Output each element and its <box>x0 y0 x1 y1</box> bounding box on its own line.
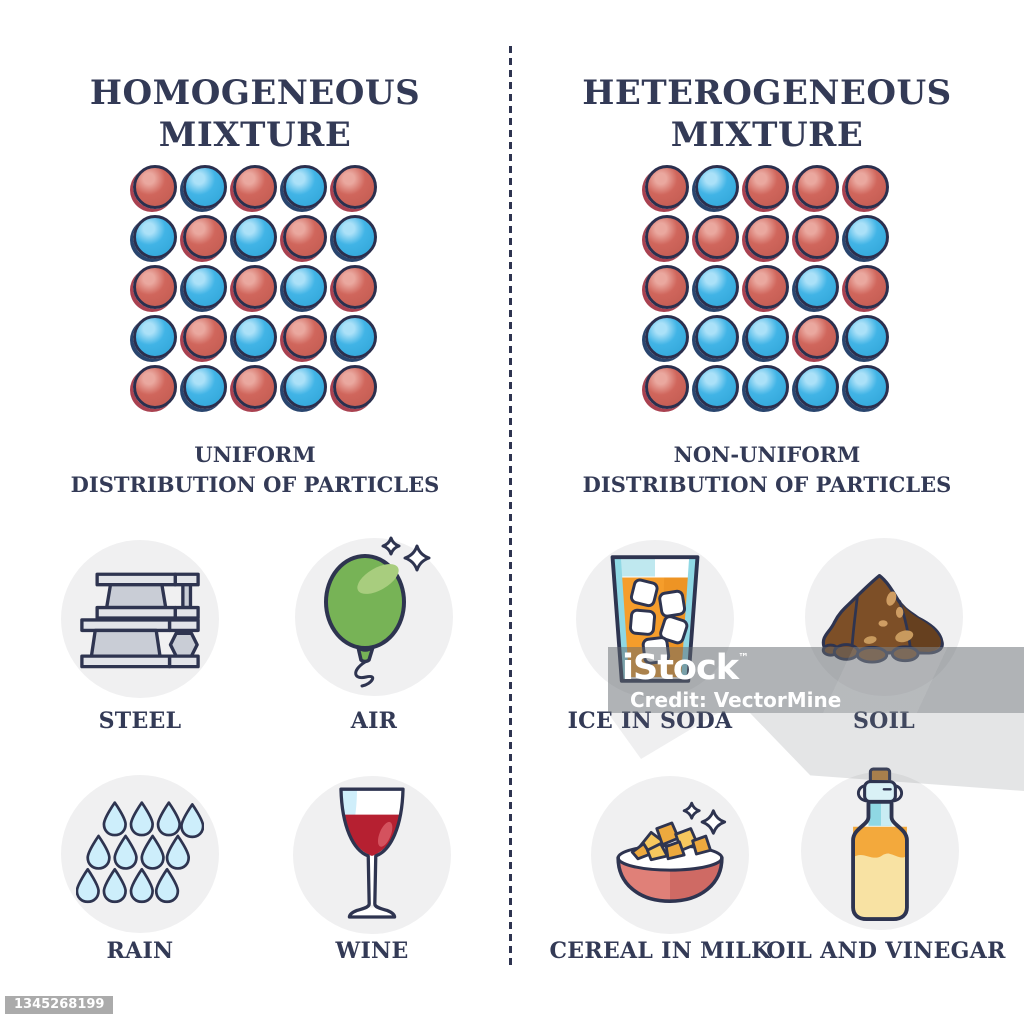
red-particle <box>283 315 327 359</box>
label-rain: RAIN <box>106 938 174 964</box>
balloon-icon <box>324 536 431 688</box>
blue-particle <box>283 365 327 409</box>
blue-particle <box>845 365 889 409</box>
example-circle-air <box>295 536 453 696</box>
label-wine: WINE <box>335 938 409 964</box>
label-air: AIR <box>350 708 398 734</box>
red-particle <box>745 165 789 209</box>
red-particle <box>183 315 227 359</box>
trademark-symbol: ™ <box>738 651 750 664</box>
oil-and-vinegar-bottle-icon <box>851 767 909 921</box>
example-circle-rain <box>61 775 219 933</box>
blue-particle <box>183 265 227 309</box>
blue-particle <box>183 165 227 209</box>
red-particle <box>795 315 839 359</box>
example-circle-oil-vinegar <box>801 767 959 930</box>
red-particle <box>745 265 789 309</box>
particle-grid-homogeneous <box>130 162 380 412</box>
red-particle <box>233 265 277 309</box>
red-particle <box>845 165 889 209</box>
heterogeneous-title: HETEROGENEOUS MIXTURE <box>582 72 952 155</box>
blue-particle <box>695 165 739 209</box>
blue-particle <box>795 265 839 309</box>
watermark-credit: Credit: VectorMine <box>630 688 842 712</box>
blue-particle <box>233 215 277 259</box>
particle-grid-heterogeneous <box>642 162 892 412</box>
label-cereal-in-milk: CEREAL IN MILK <box>549 938 771 964</box>
example-circle-steel <box>61 540 219 698</box>
red-particle <box>333 165 377 209</box>
blue-particle <box>333 315 377 359</box>
red-particle <box>133 265 177 309</box>
istock-watermark: iStock™ Credit: VectorMine <box>608 647 1024 713</box>
red-particle <box>233 365 277 409</box>
red-particle <box>333 265 377 309</box>
red-particle <box>333 365 377 409</box>
red-particle <box>233 165 277 209</box>
example-circle-cereal <box>591 776 749 934</box>
istock-logo: iStock™ <box>622 648 749 688</box>
blue-particle <box>233 315 277 359</box>
non-uniform-caption: NON-UNIFORM DISTRIBUTION OF PARTICLES <box>582 442 952 498</box>
uniform-caption: UNIFORM DISTRIBUTION OF PARTICLES <box>70 442 440 498</box>
red-particle <box>845 265 889 309</box>
istock-logo-text: iStock <box>622 648 739 688</box>
watermark-shard <box>750 713 1024 791</box>
red-particle <box>133 365 177 409</box>
red-particle <box>283 215 327 259</box>
example-circle-wine <box>293 776 451 934</box>
red-particle <box>795 215 839 259</box>
red-particle <box>645 215 689 259</box>
label-oil-and-vinegar: OIL AND VINEGAR <box>766 938 1006 964</box>
blue-particle <box>845 315 889 359</box>
blue-particle <box>745 365 789 409</box>
blue-particle <box>133 315 177 359</box>
red-particle <box>745 215 789 259</box>
blue-particle <box>183 365 227 409</box>
red-particle <box>183 215 227 259</box>
steel-beams-icon <box>80 572 200 669</box>
blue-particle <box>795 365 839 409</box>
raindrops-icon <box>76 801 204 904</box>
red-particle <box>645 365 689 409</box>
red-particle <box>795 165 839 209</box>
watermark-shard <box>608 713 718 759</box>
homogeneous-title: HOMOGENEOUS MIXTURE <box>89 72 421 155</box>
blue-particle <box>845 215 889 259</box>
red-particle <box>645 265 689 309</box>
divider-dashed-line <box>509 46 512 968</box>
blue-particle <box>645 315 689 359</box>
blue-particle <box>283 165 327 209</box>
wine-glass-icon <box>339 787 405 919</box>
blue-particle <box>695 315 739 359</box>
image-id-badge: 1345268199 <box>5 996 114 1014</box>
cereal-in-milk-icon <box>616 801 727 903</box>
label-steel: STEEL <box>98 708 182 734</box>
red-particle <box>645 165 689 209</box>
red-particle <box>695 215 739 259</box>
red-particle <box>133 165 177 209</box>
blue-particle <box>695 365 739 409</box>
blue-particle <box>695 265 739 309</box>
blue-particle <box>283 265 327 309</box>
blue-particle <box>745 315 789 359</box>
blue-particle <box>133 215 177 259</box>
blue-particle <box>333 215 377 259</box>
